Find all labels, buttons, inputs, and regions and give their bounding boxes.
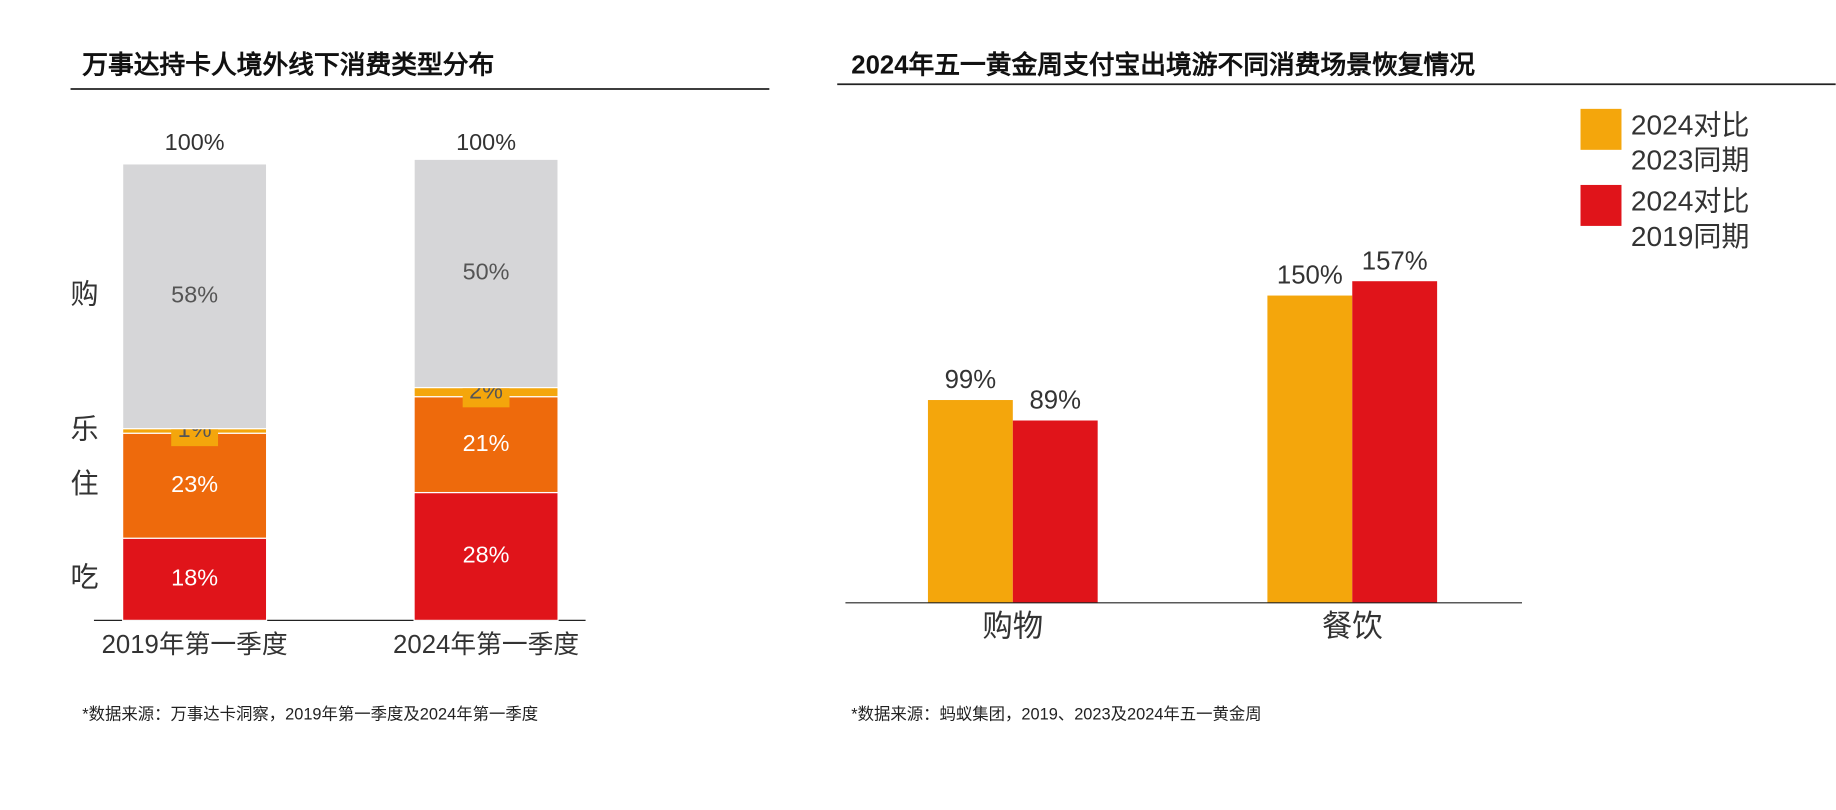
data-label: 89% [1029, 387, 1081, 415]
footnote: *数据来源：蚂蚁集团，2019、2023及2024年五一黄金周 [851, 706, 1261, 724]
bar [1267, 295, 1353, 603]
series-label: 购 [71, 279, 99, 310]
data-label: 18% [171, 564, 218, 590]
bar [927, 400, 1013, 603]
data-label: 58% [171, 281, 218, 307]
x-tick-label: 餐饮 [1322, 610, 1383, 644]
data-label: 157% [1362, 247, 1428, 275]
footnote: *数据来源：万事达卡洞察，2019年第一季度及2024年第一季度 [82, 706, 538, 724]
bar-segment [122, 163, 268, 430]
total-label: 100% [165, 129, 225, 155]
legend-swatch [1580, 108, 1622, 150]
x-tick-label: 2019年第一季度 [102, 630, 288, 659]
legend-item: 2024对比 2019同期 [1630, 186, 1750, 253]
series-label: 住 [71, 468, 99, 499]
x-tick-label: 购物 [982, 610, 1043, 644]
bar [1352, 281, 1438, 603]
data-label: 99% [945, 366, 997, 394]
series-label: 乐 [71, 413, 99, 444]
data-label: 50% [463, 259, 510, 285]
data-label: 150% [1277, 262, 1343, 290]
chart-title: 2024年五一黄金周支付宝出境游不同消费场景恢复情况 [851, 50, 1475, 80]
bar-segment [413, 158, 559, 389]
data-label: 23% [171, 471, 218, 497]
data-label: 28% [463, 542, 510, 568]
data-label: 21% [463, 430, 510, 456]
chart-title: 万事达持卡人境外线下消费类型分布 [82, 50, 494, 80]
total-label: 100% [456, 129, 516, 155]
legend-swatch [1580, 184, 1622, 226]
bar-segment [413, 396, 559, 494]
bar [1012, 420, 1098, 603]
legend-label: 2024对比 2023同期 [1630, 110, 1750, 177]
x-tick-label: 2024年第一季度 [393, 630, 579, 659]
bar-segment [122, 537, 268, 621]
bar-segment [413, 491, 559, 621]
legend-label: 2024对比 2019同期 [1630, 186, 1750, 253]
series-label: 吃 [71, 562, 99, 593]
legend-item: 2024对比 2023同期 [1630, 110, 1750, 177]
